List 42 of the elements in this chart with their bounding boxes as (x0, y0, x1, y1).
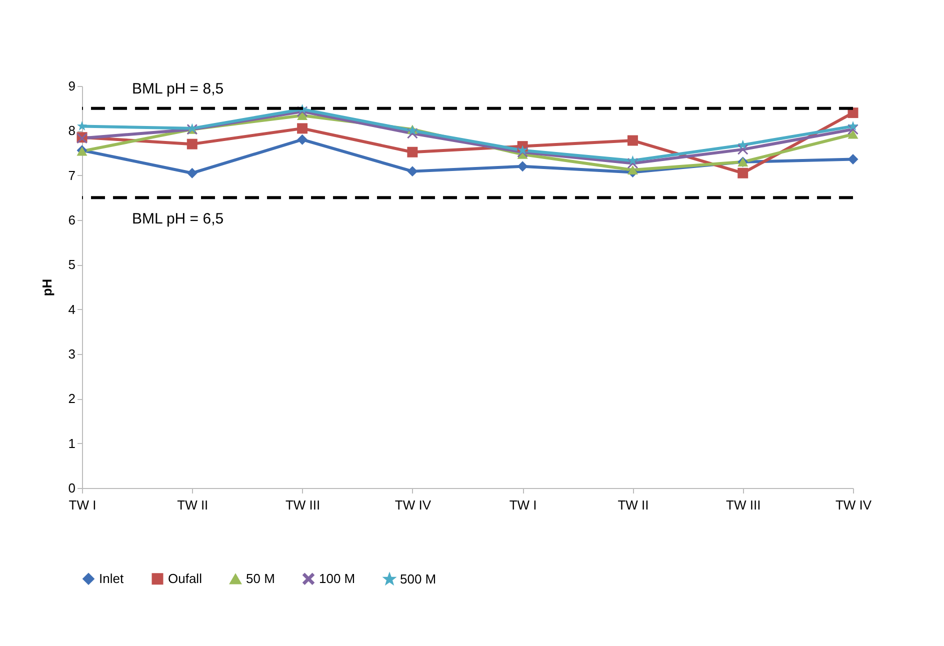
x-tick-label: TW I (68, 498, 96, 512)
point (518, 145, 528, 155)
x-tick-label: TW I (509, 498, 537, 512)
point (848, 120, 858, 130)
ref-line-label: BML pH = 8,5 (132, 80, 224, 98)
point (628, 155, 638, 165)
legend-label: Inlet (99, 570, 124, 586)
point (627, 135, 638, 146)
y-tick-label: 9 (68, 78, 76, 94)
y-tick-label: 5 (68, 257, 76, 272)
point (627, 165, 638, 175)
legend-label: 50 M (246, 571, 275, 586)
point (297, 134, 308, 145)
point (848, 154, 858, 164)
x-tick-label: TW IV (835, 498, 872, 512)
x-tick-label: TW II (177, 498, 208, 512)
x-tick-label: TW IV (394, 498, 432, 512)
y-tick-label: 3 (68, 346, 76, 362)
legend-label: Oufall (168, 570, 202, 586)
y-axis-title: pH (39, 278, 54, 296)
y-tick-label: 7 (68, 168, 76, 183)
y-tick-label: 0 (68, 480, 76, 496)
legend-label: 500 M (400, 571, 436, 586)
y-tick-label: 1 (68, 436, 76, 451)
point (407, 166, 418, 177)
point (186, 138, 198, 150)
x-tick-label: TW III (285, 498, 320, 512)
legend-label: 100 M (319, 570, 356, 586)
y-tick-label: 8 (68, 123, 76, 138)
point (517, 161, 528, 172)
y-tick-label: 6 (68, 212, 76, 228)
y-tick-label: 2 (68, 391, 76, 406)
point (77, 120, 87, 130)
x-tick-label: TW II (618, 498, 649, 512)
x-tick-label: TW III (726, 498, 761, 512)
point (407, 146, 418, 158)
point (186, 168, 198, 178)
point (848, 130, 858, 139)
y-tick-label: 4 (68, 302, 76, 317)
point (297, 123, 308, 134)
point (738, 168, 748, 178)
ref-line-label: BML pH = 6,5 (132, 210, 224, 228)
